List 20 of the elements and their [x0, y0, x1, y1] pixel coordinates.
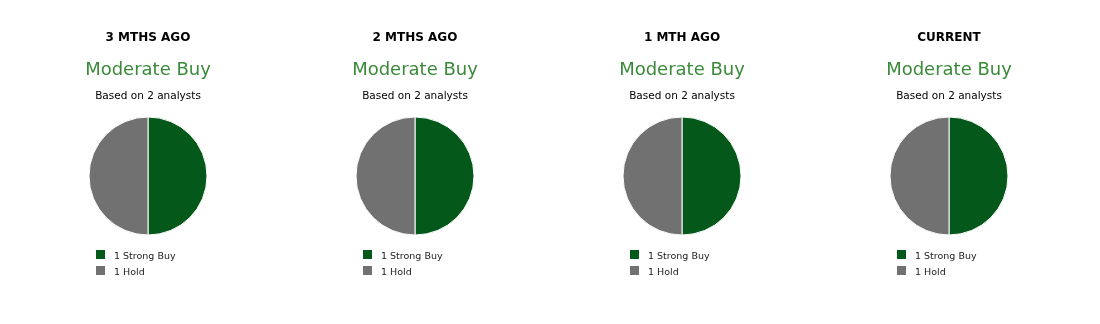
- chart-title: 3 MTHS AGO: [105, 30, 191, 44]
- chart-title: 1 MTH AGO: [643, 30, 721, 44]
- legend-label: 1 Strong Buy: [114, 250, 176, 261]
- chart-title: CURRENT: [917, 30, 982, 44]
- text: Based on 2 analysts: [896, 89, 1002, 101]
- legend-label: 1 Strong Buy: [915, 250, 977, 261]
- legend-label: 1 Strong Buy: [648, 250, 710, 261]
- chart-subtitle: Moderate Buy: [352, 58, 479, 79]
- chart-subtitle: Moderate Buy: [619, 58, 746, 79]
- text: Based on 2 analysts: [95, 89, 201, 101]
- chart-subtitle: Moderate Buy: [886, 58, 1013, 79]
- legend-label: 1 Hold: [114, 266, 145, 277]
- chart-subtitle: Moderate Buy: [85, 58, 212, 79]
- legend-label: 1 Hold: [648, 266, 679, 277]
- legend-label: 1 Hold: [915, 266, 946, 277]
- legend-label: 1 Strong Buy: [381, 250, 443, 261]
- legend-label: 1 Hold: [381, 266, 412, 277]
- text: Based on 2 analysts: [629, 89, 735, 101]
- text: Based on 2 analysts: [362, 89, 468, 101]
- chart-title: 2 MTHS AGO: [372, 30, 458, 44]
